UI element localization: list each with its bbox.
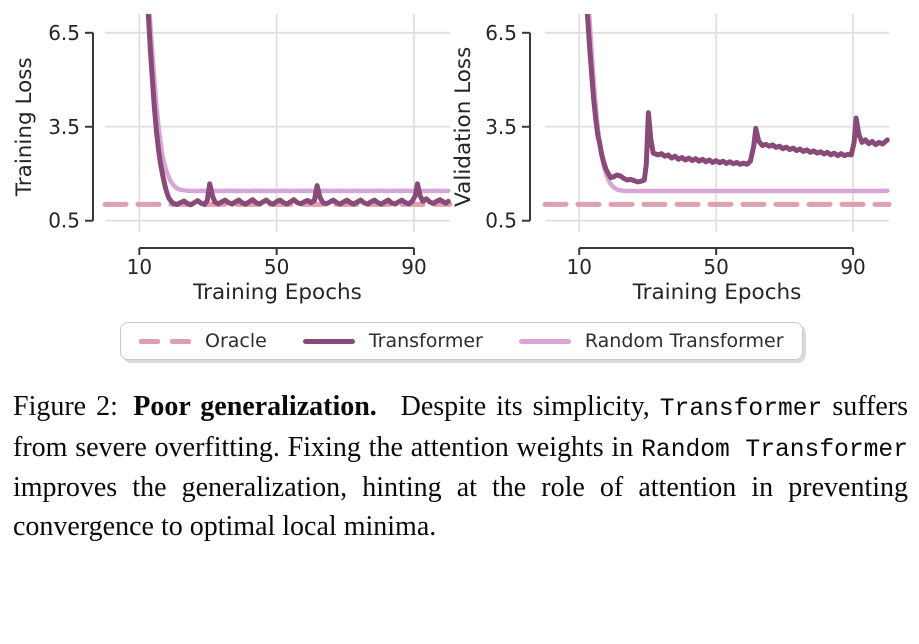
random-transformer-line-swatch [518, 338, 571, 344]
y-tick-label: 3.5 [48, 115, 80, 139]
x-axis-title: Training Epochs [192, 280, 362, 305]
x-axis-title: Training Epochs [632, 280, 802, 305]
series-line-transformer [145, 14, 451, 208]
x-tick-label: 50 [703, 255, 728, 279]
series-line-random-transformer [147, 14, 451, 194]
x-tick-label: 10 [567, 255, 592, 279]
figure-caption: Figure 2: Poor generalization. Despite its… [13, 388, 908, 546]
caption-segment-label: Figure 2: [13, 391, 118, 422]
caption-segment-mono: Random Transformer [641, 435, 908, 464]
transformer-line-swatch [302, 338, 355, 344]
legend-label-random-transformer: Random Transformer [584, 330, 784, 352]
caption-segment-mono: Transformer [659, 395, 823, 423]
y-tick-label: 3.5 [485, 115, 517, 139]
y-tick-label: 6.5 [485, 21, 517, 45]
x-tick-label: 90 [840, 255, 865, 279]
caption-segment-normal: improves the generalization, hinting at … [13, 472, 908, 542]
y-tick-label: 6.5 [48, 21, 80, 45]
legend-label-oracle: Oracle [205, 330, 267, 352]
caption-segment-normal: Despite its simplicity, [400, 391, 660, 422]
x-tick-label: 10 [127, 255, 152, 279]
y-tick-label: 0.5 [48, 209, 80, 233]
legend-item-random-transformer: Random Transformer [518, 330, 784, 352]
oracle-line-swatch [139, 338, 191, 344]
x-tick-label: 90 [401, 255, 426, 279]
chart-legend: Oracle Transformer Random Transformer [120, 322, 803, 360]
legend-label-transformer: Transformer [368, 330, 483, 352]
y-tick-label: 0.5 [485, 209, 517, 233]
y-axis-title: Validation Loss [451, 47, 476, 207]
caption-segment-normal: suffers from severe overfitting. Fixing … [13, 391, 909, 463]
series-line-transformer [584, 14, 890, 185]
legend-item-oracle: Oracle [139, 330, 267, 352]
caption-segment-bold: Poor generalization. [133, 391, 377, 422]
x-tick-label: 50 [264, 255, 289, 279]
y-axis-title: Training Loss [12, 57, 37, 197]
legend-item-transformer: Transformer [302, 330, 483, 352]
loss-charts-figure: 0.5 3.5 6.5 10 50 90 Training Epochs Training L… [12, 14, 892, 305]
series-line-random-transformer [586, 14, 890, 194]
